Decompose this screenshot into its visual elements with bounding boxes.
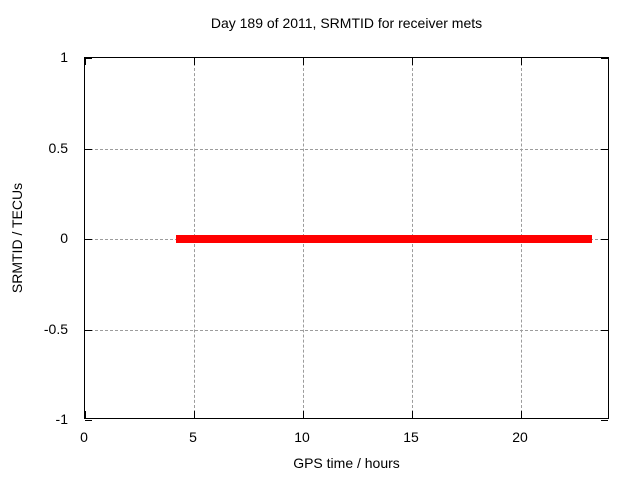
y-tick-label: 0 xyxy=(60,230,68,246)
y-tick-mark-right xyxy=(601,420,608,421)
chart-title: Day 189 of 2011, SRMTID for receiver met… xyxy=(210,15,483,31)
y-tick-label: 1 xyxy=(60,49,68,65)
y-tick-mark-left xyxy=(85,239,92,240)
x-axis-label: GPS time / hours xyxy=(293,455,400,471)
y-tick-mark-left xyxy=(85,330,92,331)
y-tick-mark-left xyxy=(85,420,92,421)
y-gridline xyxy=(85,330,608,331)
y-gridline xyxy=(85,149,608,150)
y-tick-mark-left xyxy=(85,149,92,150)
x-tick-label: 5 xyxy=(189,429,197,445)
x-tick-mark-top xyxy=(303,58,304,65)
y-tick-mark-right xyxy=(601,149,608,150)
y-tick-mark-left xyxy=(85,58,92,59)
x-tick-label: 15 xyxy=(403,429,419,445)
x-tick-mark-top xyxy=(194,58,195,65)
x-tick-mark-bottom xyxy=(85,411,86,418)
x-tick-label: 10 xyxy=(294,429,310,445)
x-tick-mark-top xyxy=(412,58,413,65)
y-tick-mark-right xyxy=(601,58,608,59)
x-tick-label: 0 xyxy=(80,429,88,445)
y-tick-mark-right xyxy=(601,330,608,331)
x-tick-label: 20 xyxy=(512,429,528,445)
y-tick-label: -1 xyxy=(55,411,68,427)
y-tick-mark-right xyxy=(601,239,608,240)
y-tick-label: -0.5 xyxy=(43,321,68,337)
y-tick-label: 0.5 xyxy=(48,140,68,156)
series-line xyxy=(176,235,592,243)
x-tick-mark-bottom xyxy=(303,411,304,418)
plot-area xyxy=(84,57,609,421)
x-tick-mark-bottom xyxy=(521,411,522,418)
x-tick-mark-bottom xyxy=(412,411,413,418)
x-tick-mark-bottom xyxy=(194,411,195,418)
x-tick-mark-top xyxy=(521,58,522,65)
x-tick-mark-top xyxy=(85,58,86,65)
